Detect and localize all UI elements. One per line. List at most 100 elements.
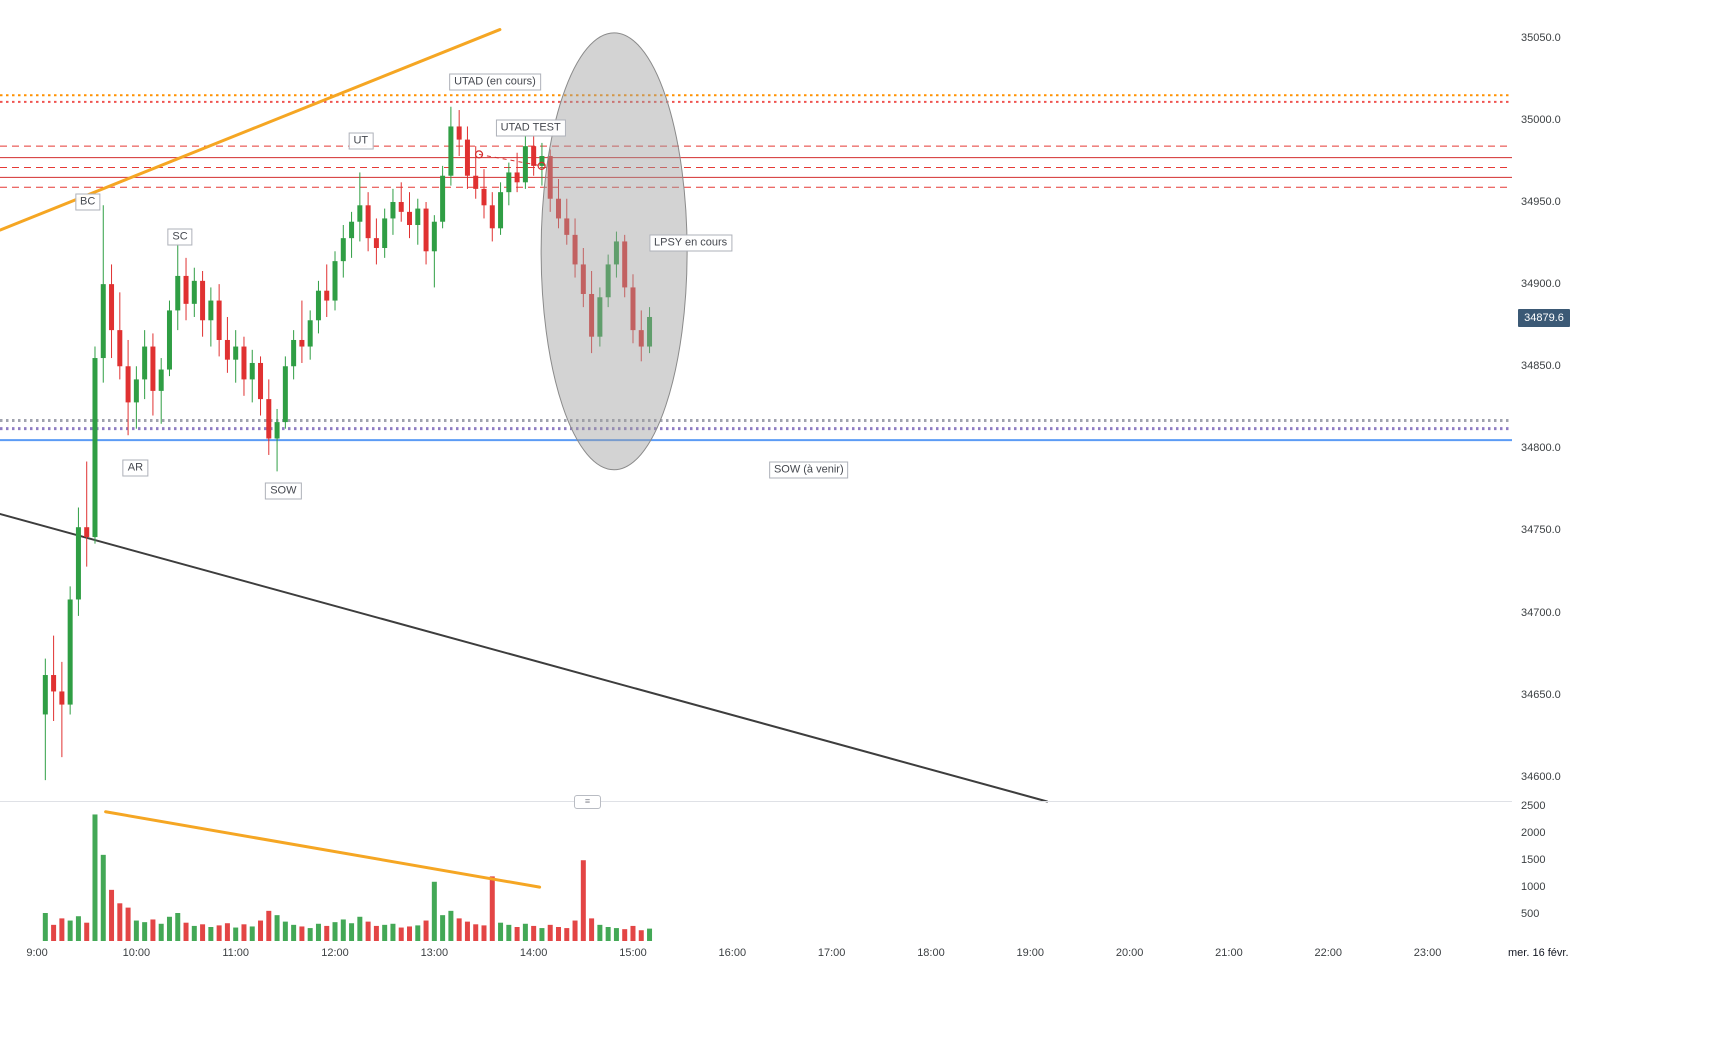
volume-bar <box>415 925 421 941</box>
volume-bar <box>117 903 123 941</box>
candle-body <box>440 175 446 222</box>
annotation-sc[interactable]: SC <box>167 228 193 245</box>
candle-body <box>448 126 454 176</box>
annotation-utad-en-cours[interactable]: UTAD (en cours) <box>449 73 541 91</box>
descending-trend-line[interactable] <box>0 513 1049 803</box>
volume-bar <box>522 923 528 941</box>
time-tick-label: 18:00 <box>917 947 945 959</box>
volume-bar <box>332 922 338 941</box>
candle-body <box>75 527 81 600</box>
candle-body <box>382 218 388 249</box>
price-tick-label: 34650.0 <box>1521 688 1561 701</box>
volume-bar <box>647 928 653 941</box>
time-tick-label: 11:00 <box>222 947 250 959</box>
pane-resize-handle[interactable]: ≡ <box>574 795 601 809</box>
volume-bar <box>266 910 272 941</box>
annotation-utad-test[interactable]: UTAD TEST <box>495 119 566 137</box>
candle-body <box>158 369 164 391</box>
volume-bar <box>630 925 636 941</box>
volume-tick-label: 1000 <box>1521 881 1546 894</box>
candle-body <box>67 599 73 705</box>
volume-bar <box>324 925 330 941</box>
annotation-sow-venir[interactable]: SOW (à venir) <box>768 461 849 479</box>
candle-body <box>390 202 396 219</box>
time-axis[interactable]: 9:00 10:00 11:00 12:00 13:00 14:00 15:00 16:00 1… <box>0 941 1720 967</box>
last-price-badge: 34879.6 <box>1518 308 1570 327</box>
volume-bar <box>382 924 388 941</box>
candle-body <box>481 188 487 206</box>
volume-bar <box>489 876 495 941</box>
volume-bar <box>638 930 644 941</box>
candle-body <box>142 346 148 380</box>
annotation-ut[interactable]: UT <box>348 132 374 150</box>
price-axis[interactable]: 34879.6 35050.0 35000.0 34950.0 34900.0 3485… <box>1512 0 1720 941</box>
candle-body <box>605 264 611 298</box>
volume-bar <box>166 916 172 941</box>
annotations-overlay: BC SC AR SOW UT UTAD (en cours) UTAD TEST LPSY … <box>75 73 849 500</box>
annotation-bc[interactable]: BC <box>75 193 101 211</box>
circle-marker[interactable] <box>537 161 546 170</box>
volume-bar <box>506 924 512 941</box>
pane-divider[interactable] <box>0 801 1512 802</box>
volume-bar <box>547 924 553 941</box>
candle-body <box>249 362 255 380</box>
annotation-lpsy-en-cours[interactable]: LPSY en cours <box>649 234 733 252</box>
volume-bar <box>597 924 603 941</box>
volume-bar <box>224 923 230 941</box>
price-tick-label: 35000.0 <box>1521 113 1561 126</box>
candle-body <box>522 146 528 183</box>
candle-body <box>92 358 98 538</box>
volume-bar <box>291 924 297 941</box>
candle-body <box>647 316 653 347</box>
volume-bar <box>440 915 446 941</box>
volume-bar <box>92 814 98 941</box>
candle-body <box>613 241 619 265</box>
candle-body <box>564 218 570 235</box>
candle-body <box>357 205 363 222</box>
time-tick-label: 20:00 <box>1115 947 1144 959</box>
candle-body <box>456 126 462 140</box>
volume-bar <box>605 927 611 941</box>
candle-body <box>200 280 206 321</box>
volume-bar <box>299 926 305 941</box>
volume-bar <box>315 923 321 941</box>
time-tick-label: 15:00 <box>619 947 647 959</box>
time-tick-label: 23:00 <box>1413 947 1442 959</box>
candle-body <box>208 300 214 321</box>
volume-bar <box>531 925 537 941</box>
time-tick-label: 9:00 <box>26 947 48 959</box>
volume-bar <box>258 920 264 941</box>
candle-body <box>473 175 479 189</box>
candle-body <box>258 362 264 400</box>
volume-bar <box>498 922 504 941</box>
candle-body <box>365 205 371 239</box>
candle-body <box>191 280 197 304</box>
candle-body <box>597 297 603 337</box>
candle-body <box>498 192 504 229</box>
candle-body <box>59 691 65 705</box>
price-chart-canvas[interactable] <box>0 0 1512 941</box>
time-tick-label: 12:00 <box>321 947 349 959</box>
candle-body <box>415 208 421 226</box>
volume-trend-line[interactable] <box>104 810 542 889</box>
time-tick-label: 17:00 <box>817 947 846 959</box>
volume-bar <box>42 913 48 941</box>
candle-body <box>266 399 272 439</box>
volume-bar <box>448 910 454 941</box>
candle-body <box>241 346 247 380</box>
annotation-ar[interactable]: AR <box>122 459 149 477</box>
volume-bar <box>84 922 90 941</box>
circle-marker[interactable] <box>474 150 484 159</box>
candle-body <box>324 290 330 301</box>
marker-connector <box>478 153 542 167</box>
volume-bar <box>51 924 57 941</box>
volume-bar <box>456 918 462 941</box>
price-tick-label: 34750.0 <box>1521 524 1561 537</box>
volume-bar <box>407 926 413 941</box>
candle-body <box>216 300 222 340</box>
time-tick-label: 14:00 <box>519 947 548 959</box>
candle-body <box>572 234 578 265</box>
annotation-sow[interactable]: SOW <box>265 482 302 500</box>
price-tick-label: 34850.0 <box>1521 360 1561 373</box>
time-tick-label: 21:00 <box>1215 947 1243 959</box>
